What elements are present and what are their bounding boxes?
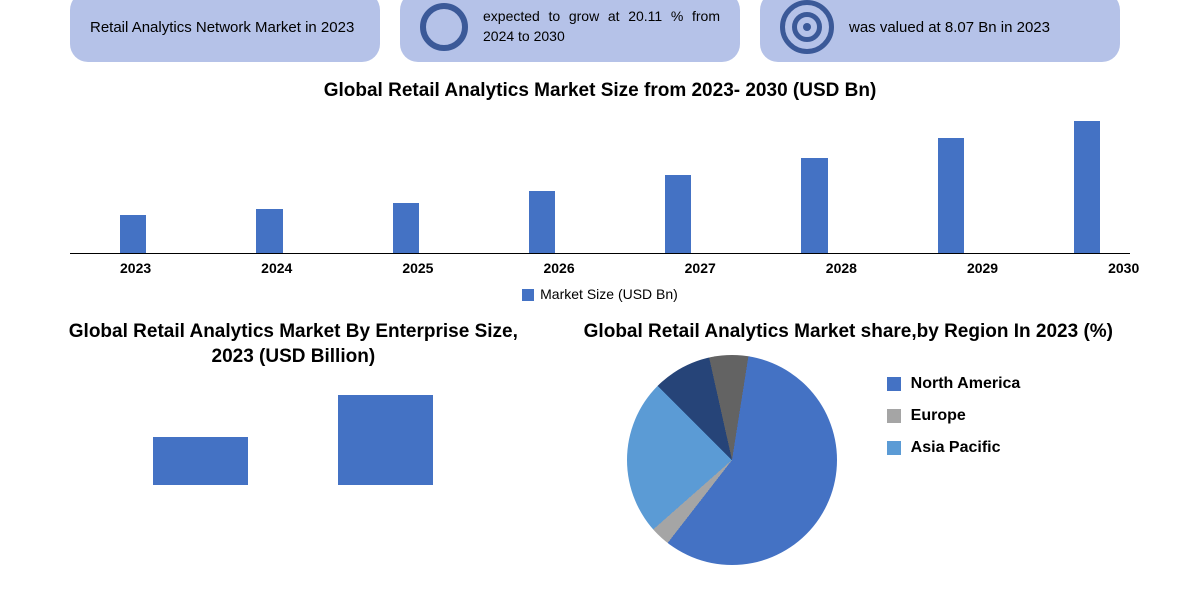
- bar: [801, 158, 827, 253]
- legend-item: Europe: [887, 407, 1021, 425]
- pie-chart: [627, 355, 837, 565]
- bar-label: 2029: [967, 260, 998, 276]
- bar: [120, 215, 146, 253]
- bar-chart-area: [70, 114, 1130, 254]
- legend-item: Asia Pacific: [887, 439, 1021, 457]
- legend-box-icon: [522, 289, 534, 301]
- enterprise-bars: [60, 385, 527, 485]
- enterprise-bar: [338, 395, 433, 485]
- bar: [665, 175, 691, 253]
- bar-label: 2025: [402, 260, 433, 276]
- bar-label: 2027: [685, 260, 716, 276]
- bottom-section: Global Retail Analytics Market By Enterp…: [0, 320, 1200, 565]
- pie-chart-title: Global Retail Analytics Market share,by …: [557, 320, 1140, 345]
- target-icon: [780, 0, 834, 54]
- bar-chart-title: Global Retail Analytics Market Size from…: [70, 80, 1130, 102]
- enterprise-bar: [153, 437, 248, 485]
- pie-legend: North America Europe Asia Pacific: [887, 375, 1021, 565]
- card-cagr: expected to grow at 20.11 % from 2024 to…: [400, 0, 740, 62]
- top-cards-row: Retail Analytics Network Market in 2023 …: [0, 0, 1200, 62]
- bar: [393, 203, 419, 253]
- card-market-2023: Retail Analytics Network Market in 2023: [70, 0, 380, 62]
- enterprise-chart-title: Global Retail Analytics Market By Enterp…: [60, 320, 527, 369]
- bar: [256, 209, 282, 253]
- enterprise-chart-section: Global Retail Analytics Market By Enterp…: [60, 320, 527, 565]
- bar-chart-xlabels: 20232024202520262027202820292030: [70, 254, 1130, 276]
- legend-box-icon: [887, 441, 901, 455]
- legend-label: Europe: [911, 407, 966, 425]
- bar-chart-legend: Market Size (USD Bn): [70, 286, 1130, 302]
- card2-text: expected to grow at 20.11 % from 2024 to…: [483, 7, 720, 46]
- bar-label: 2023: [120, 260, 151, 276]
- card3-text: was valued at 8.07 Bn in 2023: [849, 17, 1050, 38]
- circle-icon: [420, 3, 468, 51]
- pie-chart-section: Global Retail Analytics Market share,by …: [557, 320, 1140, 565]
- bar: [1074, 121, 1100, 253]
- legend-label: Asia Pacific: [911, 439, 1001, 457]
- bar-label: 2028: [826, 260, 857, 276]
- legend-item: North America: [887, 375, 1021, 393]
- card1-text: Retail Analytics Network Market in 2023: [90, 17, 354, 38]
- pie-content: North America Europe Asia Pacific: [557, 355, 1140, 565]
- legend-label: North America: [911, 375, 1021, 393]
- bar-label: 2024: [261, 260, 292, 276]
- bar-legend-text: Market Size (USD Bn): [540, 286, 678, 302]
- bar-label: 2030: [1108, 260, 1139, 276]
- legend-box-icon: [887, 377, 901, 391]
- bar-label: 2026: [543, 260, 574, 276]
- card-valuation: was valued at 8.07 Bn in 2023: [760, 0, 1120, 62]
- bar-chart-section: Global Retail Analytics Market Size from…: [0, 80, 1200, 302]
- legend-box-icon: [887, 409, 901, 423]
- bar: [938, 138, 964, 253]
- bar: [529, 191, 555, 253]
